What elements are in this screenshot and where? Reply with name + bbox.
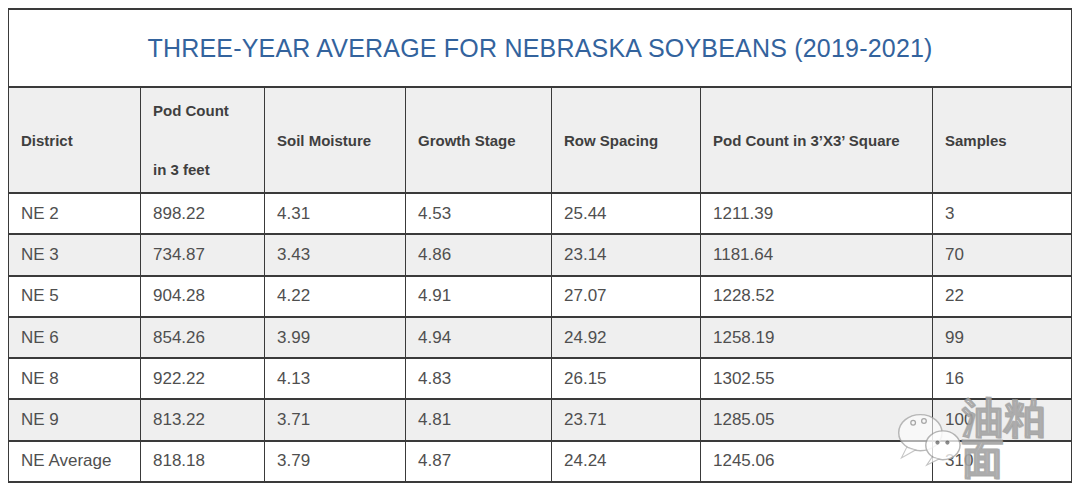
cell-samples: 3 [933,193,1072,234]
page: THREE-YEAR AVERAGE FOR NEBRASKA SOYBEANS… [0,0,1080,490]
cell-samples: 16 [933,358,1072,399]
cell-soil-moisture: 4.31 [265,193,406,234]
column-header-label: Pod Count in 3’X3’ Square [713,132,900,149]
cell-growth-stage: 4.91 [406,276,552,317]
cell-pod-count-3ft: 734.87 [141,234,265,275]
cell-pod-count-square: 1245.06 [701,441,933,482]
table-row-ne6: NE 6 854.26 3.99 4.94 24.92 1258.19 99 [9,317,1072,358]
column-header-row-spacing: Row Spacing [552,87,701,193]
cell-soil-moisture: 3.99 [265,317,406,358]
column-header-label: Growth Stage [418,132,516,149]
cell-soil-moisture: 3.43 [265,234,406,275]
cell-pod-count-square: 1302.55 [701,358,933,399]
table-row-ne9: NE 9 813.22 3.71 4.81 23.71 1285.05 100 [9,399,1072,440]
cell-growth-stage: 4.86 [406,234,552,275]
cell-pod-count-3ft: 904.28 [141,276,265,317]
table-row-ne8: NE 8 922.22 4.13 4.83 26.15 1302.55 16 [9,358,1072,399]
cell-pod-count-3ft: 813.22 [141,399,265,440]
table-row-ne5: NE 5 904.28 4.22 4.91 27.07 1228.52 22 [9,276,1072,317]
column-header-growth-stage: Growth Stage [406,87,552,193]
cell-district: NE 6 [9,317,141,358]
column-header-label: Pod Count in 3 feet [153,102,264,178]
cell-pod-count-3ft: 898.22 [141,193,265,234]
cell-pod-count-square: 1258.19 [701,317,933,358]
cell-soil-moisture: 4.22 [265,276,406,317]
table-row-ne2: NE 2 898.22 4.31 4.53 25.44 1211.39 3 [9,193,1072,234]
column-header-label: Samples [945,132,1007,149]
cell-row-spacing: 27.07 [552,276,701,317]
column-header-pod-count-3ft: Pod Count in 3 feet [141,87,265,193]
cell-district: NE 8 [9,358,141,399]
table-header-row: District Pod Count in 3 feet Soil Moistu… [9,87,1072,193]
cell-district: NE Average [9,441,141,482]
cell-growth-stage: 4.53 [406,193,552,234]
table-title-row: THREE-YEAR AVERAGE FOR NEBRASKA SOYBEANS… [9,9,1072,87]
cell-samples: 70 [933,234,1072,275]
cell-growth-stage: 4.87 [406,441,552,482]
cell-pod-count-3ft: 818.18 [141,441,265,482]
cell-row-spacing: 23.71 [552,399,701,440]
cell-district: NE 3 [9,234,141,275]
cell-pod-count-square: 1285.05 [701,399,933,440]
column-header-label: District [21,132,73,149]
column-header-district: District [9,87,141,193]
cell-district: NE 9 [9,399,141,440]
cell-row-spacing: 24.92 [552,317,701,358]
table-row-ne3: NE 3 734.87 3.43 4.86 23.14 1181.64 70 [9,234,1072,275]
column-header-label: Soil Moisture [277,132,371,149]
soybean-averages-table: THREE-YEAR AVERAGE FOR NEBRASKA SOYBEANS… [8,8,1072,483]
cell-district: NE 5 [9,276,141,317]
cell-samples: 99 [933,317,1072,358]
cell-pod-count-3ft: 854.26 [141,317,265,358]
cell-pod-count-square: 1181.64 [701,234,933,275]
cell-row-spacing: 26.15 [552,358,701,399]
cell-growth-stage: 4.81 [406,399,552,440]
column-header-label: Row Spacing [564,132,658,149]
column-header-pod-count-square: Pod Count in 3’X3’ Square [701,87,933,193]
column-header-soil-moisture: Soil Moisture [265,87,406,193]
cell-samples: 100 [933,399,1072,440]
cell-soil-moisture: 3.71 [265,399,406,440]
cell-pod-count-3ft: 922.22 [141,358,265,399]
table-row-ne-average: NE Average 818.18 3.79 4.87 24.24 1245.0… [9,441,1072,482]
table-title: THREE-YEAR AVERAGE FOR NEBRASKA SOYBEANS… [9,9,1072,87]
column-header-samples: Samples [933,87,1072,193]
cell-pod-count-square: 1228.52 [701,276,933,317]
cell-row-spacing: 24.24 [552,441,701,482]
cell-growth-stage: 4.83 [406,358,552,399]
cell-row-spacing: 23.14 [552,234,701,275]
cell-pod-count-square: 1211.39 [701,193,933,234]
cell-samples: 22 [933,276,1072,317]
cell-samples: 310 [933,441,1072,482]
cell-growth-stage: 4.94 [406,317,552,358]
cell-soil-moisture: 3.79 [265,441,406,482]
cell-soil-moisture: 4.13 [265,358,406,399]
cell-district: NE 2 [9,193,141,234]
cell-row-spacing: 25.44 [552,193,701,234]
